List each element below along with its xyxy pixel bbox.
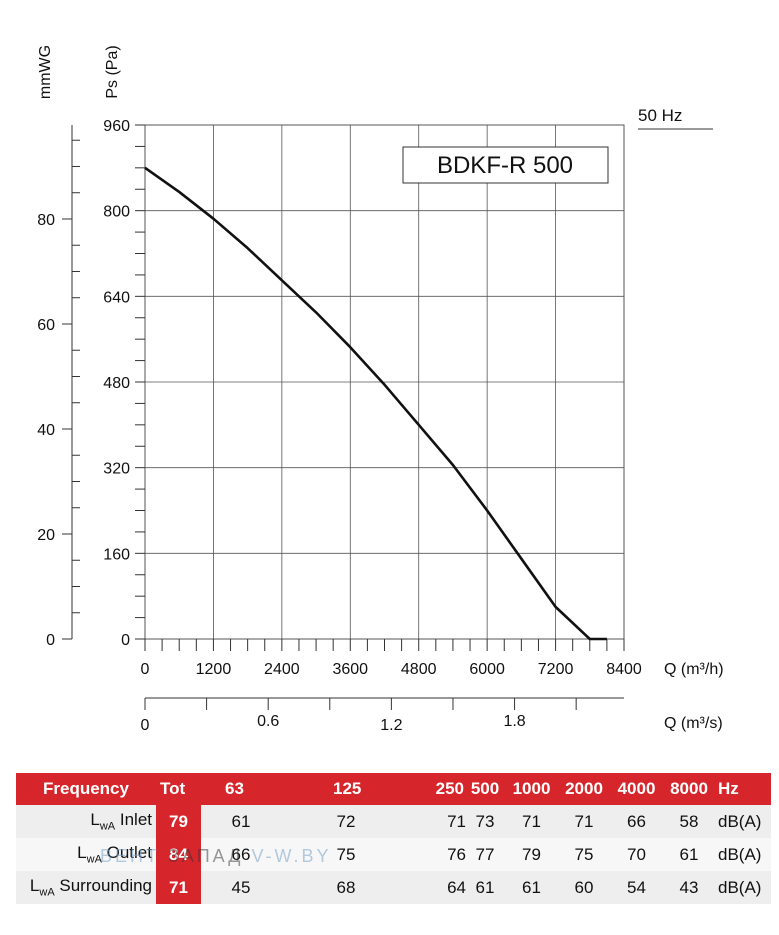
xlabel-m3s: Q (m³/s) [664, 715, 723, 732]
x2-tick-label: 1.8 [503, 713, 525, 730]
value-cell: 70 [609, 838, 664, 871]
header-1000: 1000 [504, 773, 559, 805]
value-cell: 71 [504, 805, 559, 838]
header-63: 63 [201, 773, 281, 805]
model-title-box [402, 146, 609, 184]
frequency-label: 50 Hz [638, 106, 682, 125]
row-label: LwA Surrounding [16, 871, 156, 904]
mmwg-tick-label: 40 [37, 422, 55, 439]
value-cell: 71 [559, 805, 609, 838]
y-tick-label: 960 [103, 118, 130, 135]
value-cell: 60 [559, 871, 609, 904]
x-tick-label: 3600 [332, 661, 368, 678]
table-header-row: Frequency Tot 63 125 250 500 1000 2000 4… [16, 773, 771, 805]
value-cell: 68 [281, 871, 411, 904]
value-cell: 61 [664, 838, 714, 871]
value-cell: 79 [504, 838, 559, 871]
unit-cell: dB(A) [714, 805, 771, 838]
unit-cell: dB(A) [714, 838, 771, 871]
x2-tick-label: 0.6 [257, 713, 279, 730]
fan-curve-chart: 0 1200 2400 3600 4800 6000 7200 840001603204806… [37, 45, 724, 734]
total-cell: 71 [156, 871, 201, 904]
fan-curve-line [144, 166, 607, 641]
value-cell: 75 [281, 838, 411, 871]
header-250: 250 [411, 773, 466, 805]
value-cell: 77 [466, 838, 504, 871]
row-label: LwA Inlet [16, 805, 156, 838]
table-row: LwA Surrounding 71 45 68 64 61 61 60 54 43 dB(A) [16, 871, 771, 904]
y-tick-label: 800 [103, 204, 130, 221]
x2-tick-label: 1.2 [380, 717, 402, 734]
y-tick-label: 0 [121, 632, 130, 649]
y-tick-label: 320 [103, 461, 130, 478]
x-tick-label: 0 [141, 661, 150, 678]
x-tick-label: 8400 [606, 661, 642, 678]
header-hz: Hz [714, 773, 771, 805]
value-cell: 66 [201, 838, 281, 871]
ylabel-mmwg: mmWG [37, 45, 54, 99]
table-row: LwA Outlet 84 66 75 76 77 79 75 70 61 dB(A) [16, 838, 771, 871]
value-cell: 73 [466, 805, 504, 838]
x-tick-label: 6000 [469, 661, 505, 678]
mmwg-tick-label: 20 [37, 527, 55, 544]
header-8000: 8000 [664, 773, 714, 805]
value-cell: 45 [201, 871, 281, 904]
value-cell: 75 [559, 838, 609, 871]
y-tick-label: 480 [103, 375, 130, 392]
total-cell: 79 [156, 805, 201, 838]
header-4000: 4000 [609, 773, 664, 805]
sound-power-table: Frequency Tot 63 125 250 500 1000 2000 4… [16, 773, 771, 904]
mmwg-tick-label: 0 [46, 632, 55, 649]
xlabel: Q (m³/h) [664, 661, 724, 678]
model-title: BDKF-R 500 [437, 152, 573, 179]
value-cell: 72 [281, 805, 411, 838]
header-125: 125 [281, 773, 411, 805]
header-tot: Tot [156, 773, 201, 805]
value-cell: 66 [609, 805, 664, 838]
header-2000: 2000 [559, 773, 609, 805]
ylabel: Ps (Pa) [104, 45, 121, 98]
value-cell: 61 [466, 871, 504, 904]
table-row: LwA Inlet 79 61 72 71 73 71 71 66 58 dB(A) [16, 805, 771, 838]
mmwg-tick-label: 60 [37, 317, 55, 334]
x-tick-label: 2400 [264, 661, 300, 678]
value-cell: 54 [609, 871, 664, 904]
header-frequency: Frequency [16, 773, 156, 805]
x-tick-label: 1200 [196, 661, 232, 678]
x2-tick-label: 0 [141, 717, 150, 734]
value-cell: 64 [411, 871, 466, 904]
mmwg-tick-label: 80 [37, 212, 55, 229]
value-cell: 61 [504, 871, 559, 904]
unit-cell: dB(A) [714, 871, 771, 904]
value-cell: 58 [664, 805, 714, 838]
value-cell: 43 [664, 871, 714, 904]
value-cell: 61 [201, 805, 281, 838]
total-cell: 84 [156, 838, 201, 871]
value-cell: 71 [411, 805, 466, 838]
row-label: LwA Outlet [16, 838, 156, 871]
y-tick-label: 160 [103, 546, 130, 563]
value-cell: 76 [411, 838, 466, 871]
x-tick-label: 4800 [401, 661, 437, 678]
header-500: 500 [466, 773, 504, 805]
y-tick-label: 640 [103, 289, 130, 306]
x-tick-label: 7200 [538, 661, 574, 678]
